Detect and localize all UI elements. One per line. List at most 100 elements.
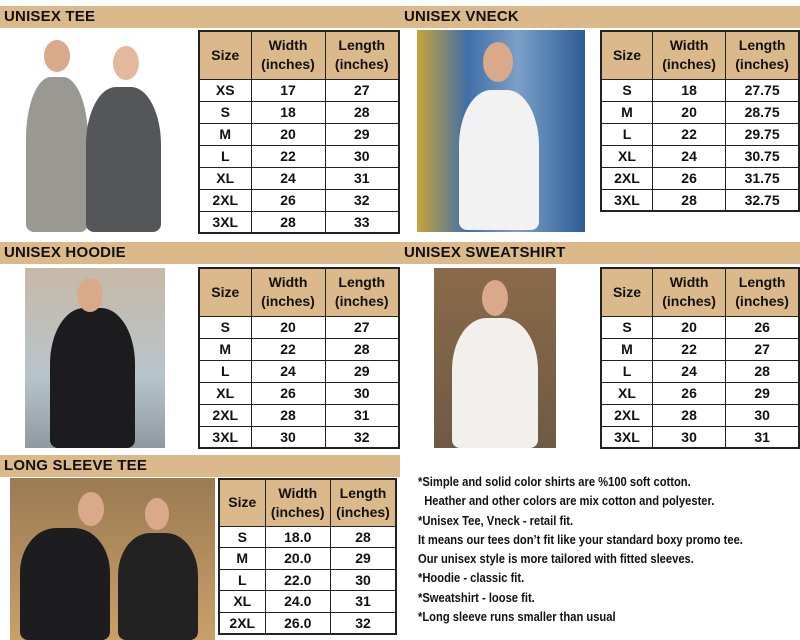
table-cell: 2XL	[600, 403, 653, 427]
column-header: Width (inches)	[250, 30, 326, 80]
table-cell: L	[198, 144, 252, 168]
table-cell: 29	[725, 381, 800, 405]
table-cell: 28.75	[725, 100, 800, 124]
table-cell: L	[600, 359, 653, 383]
note-line: *Hoodie - classic fit.	[418, 570, 525, 586]
column-header: Width (inches)	[651, 267, 727, 317]
table-cell: XL	[218, 590, 266, 613]
table-cell: 20	[250, 315, 326, 339]
table-cell: 22	[250, 337, 326, 361]
table-row: 3XL 28 32.75	[600, 188, 800, 212]
table-cell: 2XL	[218, 611, 266, 634]
table-row: L 22 29.75	[600, 122, 800, 146]
unisex-tee-photo	[18, 32, 188, 232]
table-cell: XS	[198, 78, 252, 102]
table-cell: 27	[725, 337, 800, 361]
fit-notes: *Simple and solid color shirts are %100 …	[418, 472, 743, 626]
column-header: Length (inches)	[324, 267, 400, 317]
table-cell: 3XL	[198, 425, 252, 449]
table-cell: 24	[651, 359, 727, 383]
note-line: Heather and other colors are mix cotton …	[418, 493, 715, 509]
table-cell: 28	[330, 525, 397, 548]
unisex-hoodie-photo	[25, 268, 165, 448]
table-cell: 26	[250, 188, 326, 212]
unisex-hoodie-size-table: Size Width (inches) Length (inches) S 20 27 M 2…	[198, 267, 400, 449]
column-header: Length (inches)	[725, 267, 800, 317]
table-cell: 30	[330, 568, 397, 591]
column-header: Size	[198, 30, 252, 80]
table-cell: 26	[250, 381, 326, 405]
table-cell: S	[600, 315, 653, 339]
table-cell: 31	[324, 403, 400, 427]
table-cell: 2XL	[198, 403, 252, 427]
table-cell: 18.0	[264, 525, 332, 548]
table-cell: 26.0	[264, 611, 332, 634]
table-cell: 2XL	[600, 166, 653, 190]
table-cell: XL	[198, 381, 252, 405]
column-header: Width (inches)	[250, 267, 326, 317]
table-cell: 26	[725, 315, 800, 339]
section-title-long-sleeve-tee: LONG SLEEVE TEE	[0, 455, 400, 477]
table-row: M 20.0 29	[218, 547, 397, 570]
table-cell: 28	[324, 100, 400, 124]
table-row: S 20 27	[198, 315, 400, 339]
table-row: XL 24.0 31	[218, 590, 397, 613]
table-cell: S	[218, 525, 266, 548]
table-row: 3XL 30 31	[600, 425, 800, 449]
table-cell: 30	[324, 144, 400, 168]
column-header: Size	[198, 267, 252, 317]
table-cell: 28	[324, 337, 400, 361]
table-cell: 31	[330, 590, 397, 613]
table-row: 3XL 28 33	[198, 210, 400, 234]
table-cell: 24.0	[264, 590, 332, 613]
table-cell: 31.75	[725, 166, 800, 190]
table-cell: 33	[324, 210, 400, 234]
unisex-vneck-size-table: Size Width (inches) Length (inches) S 18 27.7…	[600, 30, 800, 212]
header-row: Size Width (inches) Length (inches)	[198, 30, 400, 80]
note-line: *Long sleeve runs smaller than usual	[418, 609, 616, 625]
table-cell: M	[198, 337, 252, 361]
table-cell: 31	[725, 425, 800, 449]
table-cell: 3XL	[600, 425, 653, 449]
table-cell: M	[218, 547, 266, 570]
table-row: XL 24 30.75	[600, 144, 800, 168]
table-cell: 30	[324, 381, 400, 405]
unisex-vneck-photo	[417, 30, 585, 232]
note-line: Our unisex style is more tailored with f…	[418, 551, 694, 567]
table-cell: 20	[651, 315, 727, 339]
table-row: M 22 27	[600, 337, 800, 361]
table-cell: 30	[250, 425, 326, 449]
table-cell: 2XL	[198, 188, 252, 212]
table-cell: 20.0	[264, 547, 332, 570]
table-cell: S	[198, 100, 252, 124]
table-cell: 24	[250, 359, 326, 383]
table-cell: 17	[250, 78, 326, 102]
header-row: Size Width (inches) Length (inches)	[218, 478, 397, 527]
table-row: 2XL 26 32	[198, 188, 400, 212]
table-cell: 28	[250, 210, 326, 234]
table-row: 2XL 28 30	[600, 403, 800, 427]
note-line: *Unisex Tee, Vneck - retail fit.	[418, 512, 574, 528]
table-cell: 29	[324, 359, 400, 383]
table-cell: 32	[330, 611, 397, 634]
table-cell: 32.75	[725, 188, 800, 212]
header-row: Size Width (inches) Length (inches)	[198, 267, 400, 317]
table-cell: 18	[250, 100, 326, 124]
table-row: 2XL 26 31.75	[600, 166, 800, 190]
table-row: M 22 28	[198, 337, 400, 361]
section-title-unisex-sweatshirt: UNISEX SWEATSHIRT	[400, 242, 800, 264]
note-line: It means our tees don’t fit like your st…	[418, 531, 743, 547]
long-sleeve-tee-size-table: Size Width (inches) Length (inches) S 18.0 28…	[218, 478, 397, 635]
table-cell: 26	[651, 381, 727, 405]
column-header: Size	[600, 30, 653, 80]
column-header: Length (inches)	[725, 30, 800, 80]
table-cell: 28	[250, 403, 326, 427]
table-cell: XL	[600, 144, 653, 168]
column-header: Width (inches)	[651, 30, 727, 80]
table-row: M 20 29	[198, 122, 400, 146]
table-cell: XL	[600, 381, 653, 405]
table-row: L 22.0 30	[218, 568, 397, 591]
table-cell: 29.75	[725, 122, 800, 146]
table-cell: 28	[725, 359, 800, 383]
unisex-sweatshirt-photo	[434, 268, 556, 448]
